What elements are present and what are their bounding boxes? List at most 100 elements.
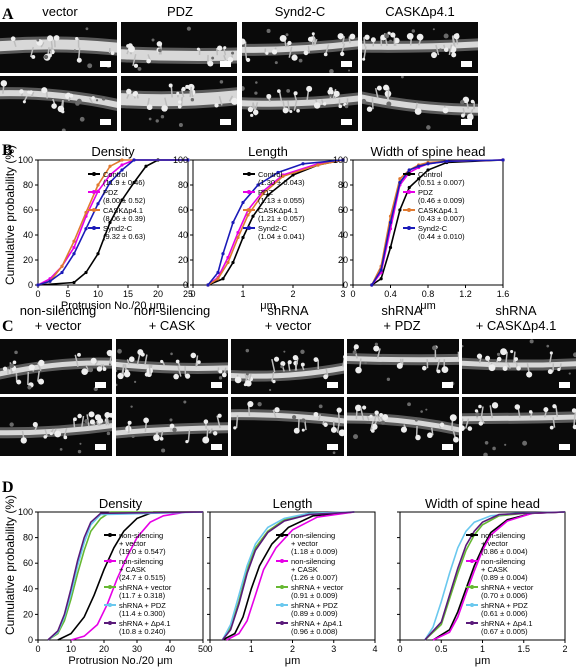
legend: non-silencing+ vector(19.0 ± 0.547)non-s… (104, 531, 172, 636)
x-tick-label: 1 (240, 289, 245, 299)
x-tick-label: 1 (480, 644, 485, 654)
scale-bar (327, 444, 338, 450)
legend-name: shRNA + PDZ (291, 601, 338, 610)
data-point (417, 164, 421, 168)
y-tick-label: 80 (178, 180, 188, 190)
panel-c-title-3b: + vector (265, 318, 312, 333)
micrograph-a-top-2 (121, 22, 237, 73)
panel-c-title-2b: + CASK (149, 318, 196, 333)
data-point (417, 177, 421, 181)
data-point (445, 159, 449, 163)
micrographs-panel-a (0, 22, 478, 131)
x-tick-label: 0 (207, 644, 212, 654)
y-tick-label: 20 (23, 609, 33, 619)
scale-bar (341, 119, 352, 125)
legend-name: shRNA + Δp4.1 (291, 619, 343, 628)
legend-name: CASKΔp4.1 (103, 206, 143, 215)
legend-name: non-silencing (119, 531, 163, 540)
y-tick-label: 100 (18, 155, 33, 165)
x-tick-label: 0 (397, 644, 402, 654)
panel-c-title-2a: non-silencing (134, 303, 211, 318)
micrograph-c-bottom-4 (347, 397, 459, 456)
x-axis-label: μm (260, 300, 276, 312)
data-point (261, 192, 265, 196)
x-tick-label: 50 (198, 644, 208, 654)
y-tick-label: 20 (23, 255, 33, 265)
legend-stat: (0.43 ± 0.007) (418, 214, 465, 223)
legend-name: non-silencing (481, 531, 525, 540)
micrograph-a-top-4 (362, 22, 478, 73)
legend: non-silencing+ vector(0.86 ± 0.004)non-s… (466, 531, 534, 636)
y-tick-label: 80 (23, 533, 33, 543)
legend-name: non-silencing (291, 557, 335, 566)
legend-stat: (1.21 ± 0.057) (258, 214, 305, 223)
legend-name: CASKΔp4.1 (418, 206, 458, 215)
legend-stat: (0.91 ± 0.009) (291, 591, 338, 600)
x-tick-label: 30 (132, 644, 142, 654)
panel-a-title-2: PDZ (167, 4, 193, 19)
legend-stat: (0.96 ± 0.008) (291, 627, 338, 636)
data-point (221, 252, 225, 256)
plot-b-2: Length 0 1 2 3 μm 0 20 40 60 80 100 Control(1.30 ± 0… (173, 144, 346, 312)
plot-frame (192, 159, 344, 286)
legend-stat: (0.44 ± 0.010) (418, 232, 465, 241)
data-point (186, 158, 190, 162)
legend-stat: (0.89 ± 0.004) (481, 573, 528, 582)
data-point (132, 180, 136, 185)
data-point (36, 283, 40, 287)
legend-stat: (0.61 ± 0.006) (481, 609, 528, 618)
legend-name: CASKΔp4.1 (258, 206, 298, 215)
data-point (221, 277, 225, 281)
panel-c-title-4b: + PDZ (383, 318, 420, 333)
plot-b-1: Density 0 5 10 15 20 25 Protrusion No./20 μm 0 20… (18, 144, 193, 312)
plot-b-3: Width of spine head 0 0.4 0.8 1.2 1.6 μm 0 20 40 6… (333, 144, 509, 312)
data-point (132, 158, 136, 162)
data-point (241, 200, 245, 205)
legend-name: Synd2-C (258, 224, 288, 233)
series-line-5 (424, 511, 566, 641)
x-axis-label: Protrusion No./20 μm (68, 655, 172, 667)
legend-name-cont: + vector (119, 539, 146, 548)
legend-name: non-silencing (119, 557, 163, 566)
scale-bar (95, 444, 106, 450)
data-point (108, 164, 112, 168)
scale-bar (341, 61, 352, 67)
series-line-4 (37, 159, 188, 286)
plot-title: Density (91, 144, 135, 159)
legend-name: shRNA + vector (291, 583, 344, 592)
x-tick-label: 1.6 (497, 289, 510, 299)
legend-name: shRNA + PDZ (119, 601, 166, 610)
legend-stat: (0.70 ± 0.006) (481, 591, 528, 600)
legend-name: PDZ (103, 188, 118, 197)
data-point (72, 280, 76, 285)
x-tick-label: 1.5 (517, 644, 530, 654)
data-point (216, 270, 220, 275)
scale-bar (211, 382, 222, 388)
data-point (60, 270, 64, 275)
data-point (398, 208, 402, 212)
panel-letter-d: D (2, 479, 14, 496)
legend-stat: (11.9 ± 0.46) (103, 178, 145, 187)
y-tick-label: 40 (178, 230, 188, 240)
plot-title: Length (248, 144, 288, 159)
x-tick-label: 4 (372, 644, 377, 654)
legend-stat: (11.4 ± 0.300) (119, 609, 166, 618)
y-tick-label: 60 (23, 558, 33, 568)
plot-title: Density (99, 496, 143, 511)
legend-stat: (8.06 ± 0.39) (103, 214, 146, 223)
series-line-2 (70, 511, 203, 641)
legend-name: shRNA + vector (481, 583, 534, 592)
legend-name: shRNA + vector (119, 583, 172, 592)
plot-title: Width of spine head (425, 496, 540, 511)
scale-bar (100, 61, 111, 67)
x-tick-label: 20 (153, 289, 163, 299)
series-line-1 (57, 511, 203, 641)
data-point (206, 283, 210, 287)
x-tick-label: 1 (249, 644, 254, 654)
micrograph-a-bottom-2 (121, 76, 237, 131)
panel-c-title-1b: + vector (35, 318, 82, 333)
panel-letter-b: B (2, 142, 13, 159)
data-point (251, 214, 255, 218)
